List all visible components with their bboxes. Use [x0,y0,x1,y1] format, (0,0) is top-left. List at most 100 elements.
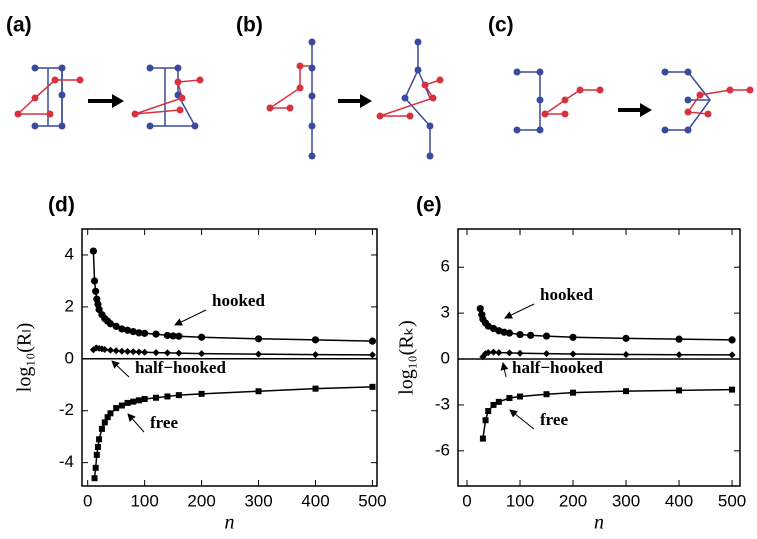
point [141,396,148,403]
point [112,322,120,330]
point [569,333,577,341]
annotation: hooked [212,291,265,310]
point [175,332,183,340]
point [89,247,97,255]
plot-frame [81,228,378,487]
point [516,330,524,339]
point [141,329,149,337]
point [675,335,683,343]
x-tick-label: 0 [462,491,471,510]
point [90,277,99,285]
x-tick-label: 300 [244,491,272,510]
point [106,320,115,328]
point [92,287,100,295]
point [255,350,263,358]
point [485,408,492,415]
annotation-arrow [504,303,535,319]
x-tick-label: 200 [559,491,587,510]
point [197,333,206,341]
point [135,329,143,337]
diagram-c [513,68,754,134]
y-tick-label: 3 [441,303,450,322]
point [198,350,206,358]
x-tick-label: 400 [665,491,693,510]
point [152,349,160,357]
point [506,395,513,402]
annotation-arrow [509,409,535,430]
plot-frame [457,228,741,487]
point [164,393,171,400]
point [312,385,319,392]
y-tick-label: -6 [435,440,450,459]
point [129,327,137,336]
point [675,351,683,359]
point [130,398,137,405]
point [93,451,100,458]
point [729,386,736,393]
point [482,417,489,424]
y-axis-label: log₁₀(Rₗ) [14,323,36,392]
y-tick-label: 2 [65,296,74,315]
point [517,393,524,400]
point [112,347,120,355]
y-axis-label: log₁₀(Rₖ) [396,320,418,395]
y-tick-label: 0 [441,349,450,368]
panel-label: (e) [416,194,442,217]
diagram-b [266,38,444,160]
point [255,388,262,395]
x-tick-label: 200 [187,491,215,510]
annotation: hooked [540,285,593,304]
point [543,391,550,398]
point [479,435,486,442]
point [123,326,132,334]
point [91,475,98,482]
point [107,410,114,417]
point [728,351,736,359]
x-tick-label: 500 [358,491,386,510]
y-tick-label: -4 [59,452,74,471]
plot-area [89,247,377,482]
point [495,398,502,405]
point [542,332,551,340]
point [135,348,143,356]
point [175,392,182,399]
point [505,329,514,337]
point [527,331,535,339]
diagram-a [14,64,204,130]
annotation-arrow [174,309,207,326]
point [622,350,630,358]
y-tick-label: 4 [65,244,74,263]
point [135,397,142,404]
point [254,335,263,343]
point [98,425,105,432]
point [368,337,377,345]
point [490,348,498,356]
panel-label: (d) [48,194,75,217]
x-axis-label: n [594,512,604,534]
point [101,419,108,426]
point [495,349,503,357]
point [152,330,160,338]
point [175,349,183,357]
annotation-arrow [111,360,130,378]
point [543,350,551,358]
point [484,349,492,357]
y-tick-label: -3 [435,394,450,413]
point [163,331,172,340]
point [569,350,577,358]
point [728,336,736,344]
point [96,436,103,443]
x-tick-label: 0 [83,491,92,510]
annotation-arrow [500,362,509,378]
y-tick-label: 0 [65,348,74,367]
point [570,389,577,396]
point [129,348,137,356]
annotation-arrow [127,413,145,433]
point [94,444,101,451]
point [113,405,120,412]
point [118,325,126,333]
point [623,388,630,395]
x-tick-label: 100 [506,491,534,510]
point [92,464,99,471]
point [169,332,177,340]
